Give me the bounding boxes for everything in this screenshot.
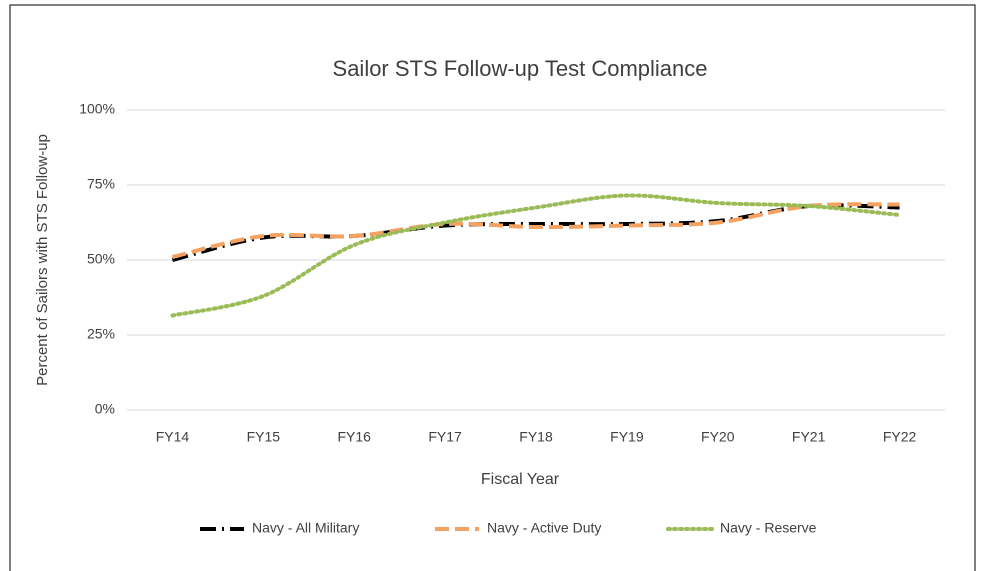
y-tick-label: 100% xyxy=(79,101,115,117)
chart-border xyxy=(9,4,976,571)
x-tick-label: FY16 xyxy=(337,429,371,445)
x-axis-title: Fiscal Year xyxy=(481,471,560,488)
chart-title: Sailor STS Follow-up Test Compliance xyxy=(333,56,708,81)
x-tick-label: FY14 xyxy=(156,429,190,445)
x-tick-label: FY20 xyxy=(701,429,735,445)
line-series xyxy=(171,202,900,259)
x-tick-label: FY21 xyxy=(792,429,826,445)
legend-label: Navy - All Military xyxy=(252,520,359,536)
y-axis-title: Percent of Sailors with STS Follow-up xyxy=(34,134,51,386)
legend-label: Navy - Reserve xyxy=(720,520,817,536)
y-tick-label: 75% xyxy=(87,176,115,192)
line-series xyxy=(170,193,902,318)
x-tick-label: FY19 xyxy=(610,429,644,445)
x-tick-label: FY17 xyxy=(428,429,462,445)
x-tick-label: FY15 xyxy=(247,429,281,445)
y-tick-label: 0% xyxy=(95,401,115,417)
y-tick-label: 50% xyxy=(87,251,115,267)
x-tick-label: FY22 xyxy=(883,429,917,445)
x-tick-label: FY18 xyxy=(519,429,553,445)
y-tick-label: 25% xyxy=(87,326,115,342)
legend-label: Navy - Active Duty xyxy=(487,520,601,536)
